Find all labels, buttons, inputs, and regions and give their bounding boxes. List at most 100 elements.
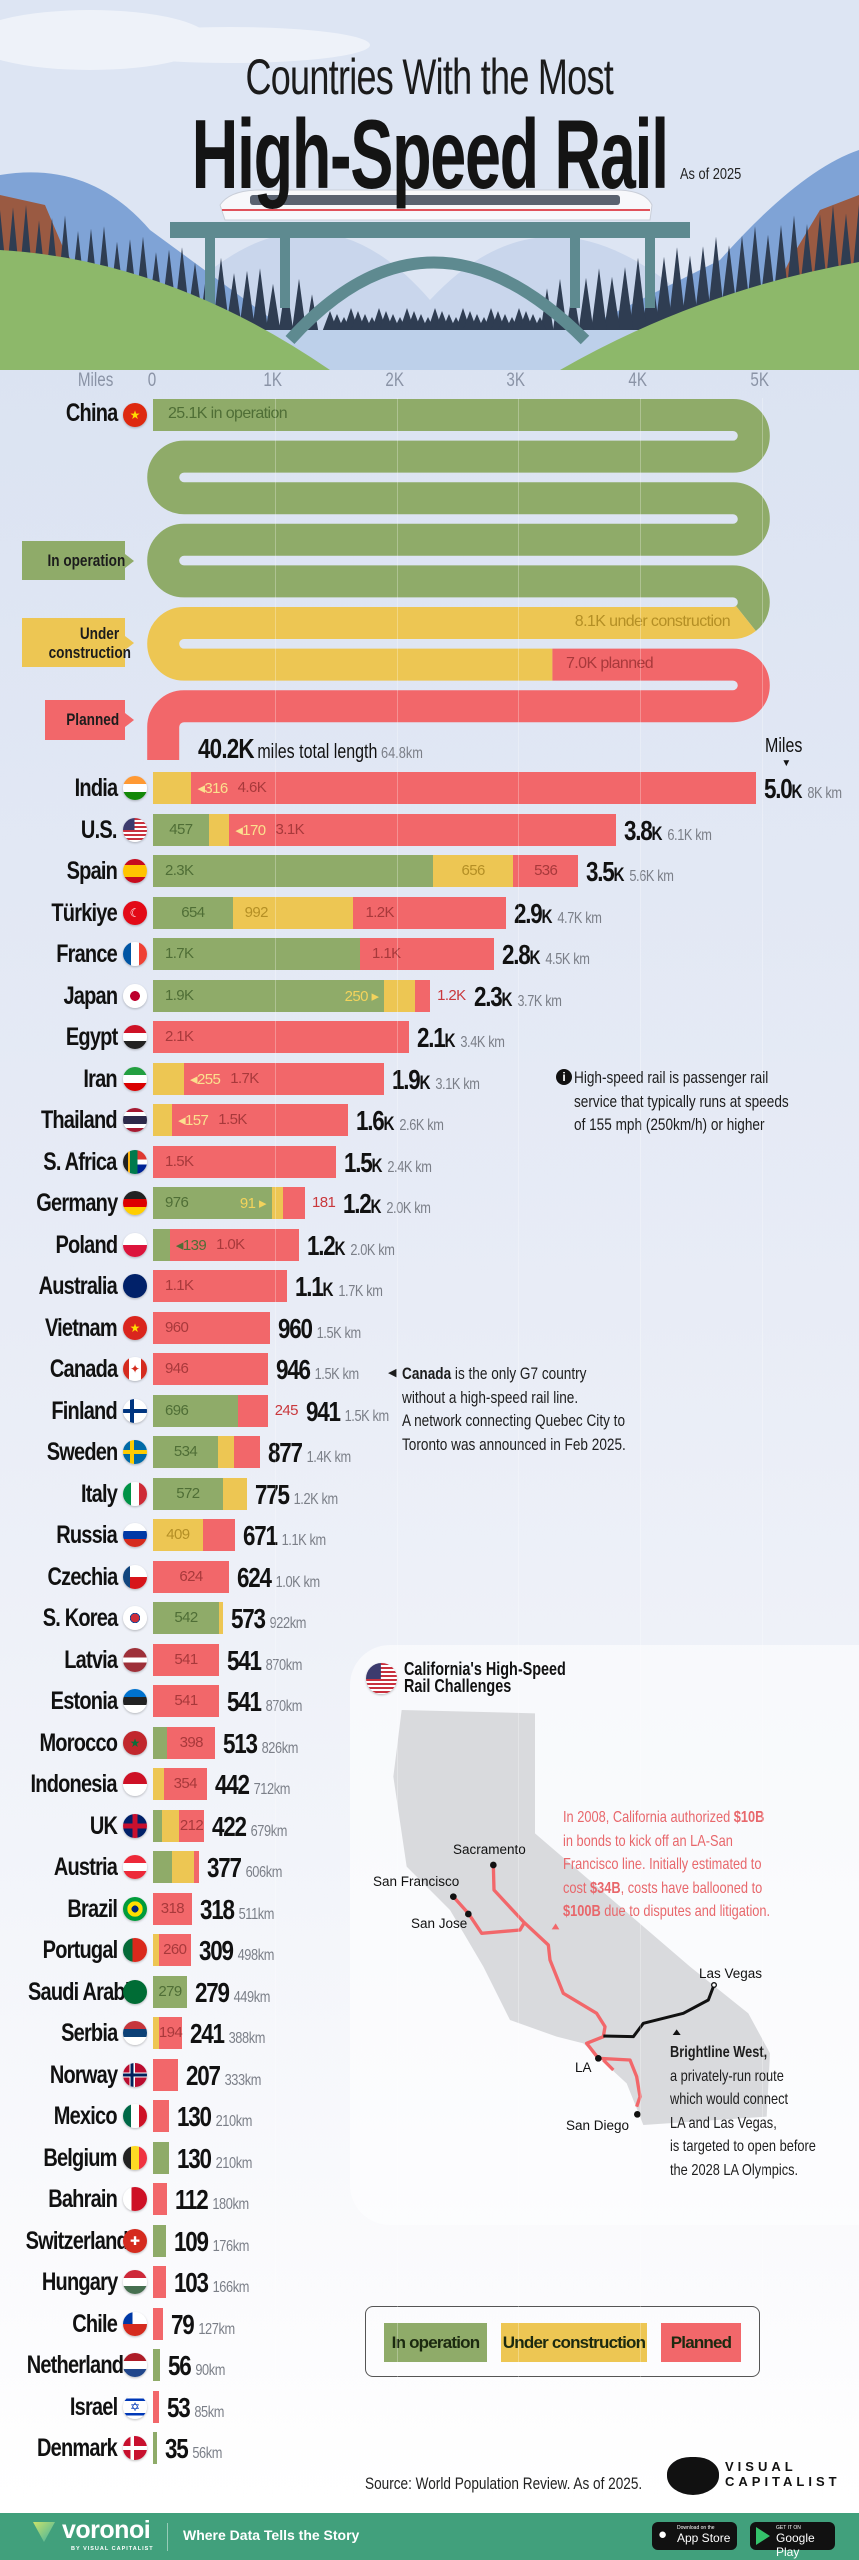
city-dot	[634, 2111, 641, 2118]
city-la: LA	[575, 2060, 592, 2075]
bar-segment-planned	[360, 938, 495, 970]
voronoi-logo[interactable]: voronoi	[62, 2516, 151, 2544]
tree	[251, 268, 269, 339]
country-name: Czechia	[47, 1562, 118, 1591]
bar-segment-planned	[153, 1892, 192, 1925]
axis-tick-label: 2K	[384, 370, 404, 391]
country-row: Spain 2.3K 656 536 3.5K 5.6K km	[0, 855, 859, 887]
california-outline	[393, 1710, 770, 2125]
country-name: Türkiye	[51, 898, 117, 927]
total-miles: 1.1	[294, 1271, 324, 1302]
total-unit: K	[444, 1031, 456, 1052]
total-miles: 279	[194, 1976, 230, 2008]
total-unit: K	[541, 906, 553, 928]
google-play-button[interactable]: GET IT ON Google Play	[750, 2522, 835, 2559]
app-store-button[interactable]: ● Download on the App Store	[652, 2522, 737, 2550]
bridge-pier	[570, 238, 580, 308]
total-km: 127km	[197, 2320, 235, 2338]
total-miles: 422	[212, 1810, 247, 1842]
total-unit: K	[791, 782, 803, 803]
total-km: 3.7K km	[516, 992, 562, 1010]
country-row: Israel ✡ 53 85km	[0, 2390, 859, 2423]
total-value: 35 56km	[165, 2433, 236, 2465]
china-construction-label: 8.1K under construction	[574, 613, 731, 630]
bar-value-label: 1.2K	[437, 986, 466, 1004]
bar-segment-planned	[153, 2307, 163, 2340]
bar-value-label: ◂170	[235, 821, 266, 839]
bridge-deck	[170, 222, 690, 238]
total-miles: 960	[277, 1312, 313, 1344]
bridge-pier	[205, 238, 215, 308]
bar-segment-in-operation	[153, 896, 233, 929]
bar-segment-planned	[153, 2266, 166, 2298]
total-km: 826km	[262, 1739, 299, 1757]
brightline-route	[603, 1984, 716, 2039]
portugal-flag-icon	[123, 1938, 147, 1962]
saudi-arabia-flag-icon	[123, 1979, 147, 2004]
country-row: Indonesia 354 442 712km	[0, 1768, 859, 1800]
total-miles: 79	[170, 2308, 195, 2340]
total-km: 176km	[212, 2237, 250, 2255]
bar-segment-planned	[178, 1809, 205, 1842]
country-row: Hungary 103 166km	[0, 2266, 859, 2298]
country-name: Vietnam	[45, 1313, 118, 1342]
city-dot	[465, 1910, 472, 1918]
country-row: Belgium 130 210km	[0, 2141, 859, 2174]
country-name: Canada	[49, 1355, 118, 1383]
bar-value-label: ◂139	[175, 1236, 207, 1254]
country-name: Poland	[55, 1230, 118, 1259]
legend-in-operation: In operation	[384, 2323, 487, 2362]
country-row: Austria 377 606km	[0, 1851, 859, 1883]
country-name: Iran	[83, 1064, 118, 1093]
total-value: 573 922km	[231, 1603, 325, 1635]
france-flag-icon	[123, 942, 147, 966]
total-value: 422 679km	[212, 1811, 306, 1843]
country-row: Australia 1.1K 1.1K 1.7K km	[0, 1270, 859, 1302]
us-flag-icon	[123, 817, 147, 842]
country-name-china: China	[65, 399, 117, 427]
bar-segment-in-operation	[153, 938, 361, 970]
voronoi-logo-icon	[33, 2522, 55, 2542]
austria-flag-icon	[123, 1855, 147, 1879]
total-km: 3.1K km	[435, 1075, 481, 1093]
country-row: Japan 1.9K 250 ▸ 1.2K 2.3K 3.7K km	[0, 979, 859, 1012]
china-planned-segment	[147, 399, 770, 760]
bar-value-label: 194	[158, 2024, 183, 2041]
bar-segment-planned	[202, 1519, 235, 1551]
total-miles: 2.1	[416, 1022, 446, 1053]
total-value: 1.6K 2.6K km	[356, 1105, 465, 1137]
country-row: Egypt 2.1K 2.1K 3.4K km	[0, 1021, 859, 1053]
china-total-km: 64.8km	[380, 745, 423, 762]
total-km: 511km	[238, 1905, 274, 1923]
belgium-flag-icon	[123, 2145, 147, 2170]
country-name: Saudi Arabia	[27, 1977, 141, 2006]
bar-value-label: 976	[165, 1194, 189, 1211]
bar-segment-planned	[282, 1187, 305, 1219]
switzerland-flag-icon: ✚	[123, 2228, 147, 2253]
gridline	[396, 398, 398, 2458]
south-africa-flag-icon	[123, 1149, 147, 1174]
total-miles: 541	[226, 1644, 262, 1676]
country-row: Thailand ◂157 1.5K 1.6K 2.6K km	[0, 1104, 859, 1136]
definition-note: i High-speed rail is passenger rail serv…	[556, 1066, 842, 1137]
bar-segment-in-operation	[153, 1436, 219, 1468]
total-km: 712km	[253, 1781, 290, 1798]
bar-value-label: 1.9K	[165, 986, 194, 1004]
country-name: Serbia	[60, 2019, 118, 2047]
bar-segment-in-operation	[153, 2432, 158, 2464]
mexico-flag-icon	[123, 2104, 147, 2128]
total-km: 4.5K km	[545, 951, 590, 968]
total-value: 2.9K 4.7K km	[514, 898, 623, 930]
city-dot	[490, 1861, 497, 1869]
total-km: 56km	[192, 2445, 223, 2462]
country-name: Hungary	[41, 2268, 117, 2296]
header-illustration	[0, 0, 859, 370]
bar-value-label: 624	[179, 1567, 203, 1585]
country-row: Switzerland ✚ 109 176km	[0, 2224, 859, 2257]
gridline	[640, 398, 642, 2458]
tree	[629, 257, 647, 334]
bar-segment-under-construction	[222, 1477, 248, 1510]
country-row: Sweden 534 877 1.4K km	[0, 1436, 859, 1468]
total-miles: 775	[255, 1478, 290, 1510]
total-km: 1.5K km	[344, 1407, 389, 1425]
